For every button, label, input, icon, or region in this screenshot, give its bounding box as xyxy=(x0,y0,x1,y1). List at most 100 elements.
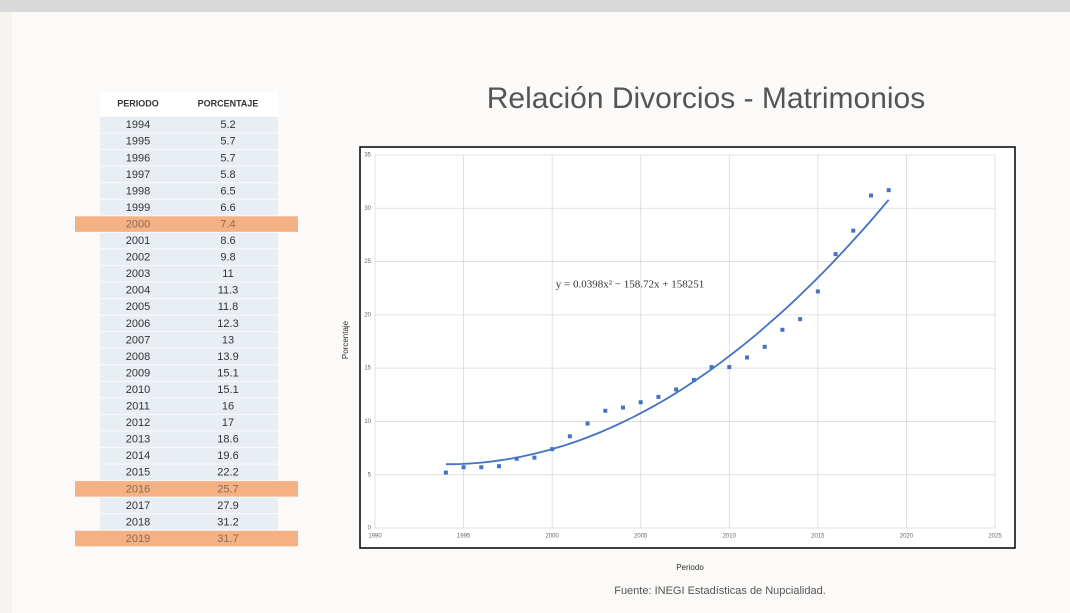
table-cell: 5.2 xyxy=(220,119,235,131)
table-cell: 2009 xyxy=(126,367,150,379)
table-row-bg xyxy=(100,299,278,315)
table-header: PERIODO xyxy=(117,98,159,108)
point xyxy=(833,252,838,257)
point xyxy=(567,434,572,439)
point xyxy=(638,400,643,405)
table-row-bg xyxy=(100,265,278,282)
table-row-bg xyxy=(100,166,278,183)
table-cell: 2007 xyxy=(126,334,150,346)
highlight-row xyxy=(75,530,298,547)
source: Fuente: INEGI Estadísticas de Nupcialida… xyxy=(614,585,826,597)
table-cell: 13 xyxy=(222,334,234,346)
table-cell: 2002 xyxy=(126,252,150,264)
table-cell: 1999 xyxy=(126,202,150,214)
table-cell: 7.4 xyxy=(220,218,235,230)
chart-frame xyxy=(359,146,1016,549)
point xyxy=(727,365,732,370)
table-row-bg xyxy=(100,199,278,216)
table-cell: 2016 xyxy=(126,483,150,495)
highlight-row xyxy=(75,481,298,497)
table-cell: 5.7 xyxy=(220,152,235,164)
point xyxy=(479,465,484,470)
table-cell: 9.8 xyxy=(220,252,235,264)
table-row-bg xyxy=(100,133,278,150)
table-row-bg xyxy=(100,315,278,332)
table-cell: 2000 xyxy=(126,218,150,230)
table-cell: 2003 xyxy=(126,268,150,280)
table-cell: 19.6 xyxy=(217,450,238,462)
table-cell: 8.6 xyxy=(220,235,235,247)
table-row-bg xyxy=(100,249,278,265)
table-cell: 2015 xyxy=(126,467,150,479)
table-row-bg xyxy=(100,365,278,381)
table-row-bg xyxy=(100,232,278,249)
table-cell: 18.6 xyxy=(217,434,238,446)
point xyxy=(869,193,873,198)
point xyxy=(674,387,679,392)
y-axis-label: Porcentaje xyxy=(341,320,350,359)
table-cell: 16 xyxy=(222,401,234,413)
x-tick-label: 2010 xyxy=(723,534,737,540)
point xyxy=(762,344,767,349)
point xyxy=(603,408,608,413)
table-row-bg xyxy=(100,332,278,348)
x-axis-label: Periodo xyxy=(676,563,704,572)
table-cell: 5.8 xyxy=(220,169,235,181)
y-tick-label: 25 xyxy=(364,259,371,265)
point xyxy=(621,405,625,410)
trendline xyxy=(445,199,890,466)
table-cell: 17 xyxy=(222,417,234,429)
point xyxy=(656,394,661,399)
table-cell: 15.1 xyxy=(217,384,238,396)
table-cell: 2019 xyxy=(126,533,150,545)
x-tick-label: 2025 xyxy=(988,534,1002,540)
point xyxy=(851,228,856,233)
x-tick-label: 2005 xyxy=(634,534,648,540)
table-row-bg xyxy=(100,431,278,447)
point xyxy=(497,464,501,469)
table-row-bg xyxy=(100,183,278,199)
point xyxy=(532,455,537,460)
table-cell: 1995 xyxy=(126,136,150,148)
table-cell: 2005 xyxy=(126,301,150,313)
table-header: PORCENTAJE xyxy=(198,98,259,108)
table-cell: 2010 xyxy=(126,384,150,396)
table-cell: 2011 xyxy=(126,401,150,413)
point xyxy=(745,355,749,360)
table-cell: 15.1 xyxy=(217,367,238,379)
table-cell: 1996 xyxy=(126,152,150,164)
point xyxy=(443,470,448,475)
highlight-row xyxy=(75,216,298,232)
table-row-bg xyxy=(100,282,278,299)
table-cell: 12.3 xyxy=(217,318,238,330)
table-cell: 2001 xyxy=(126,235,150,247)
table-cell: 2012 xyxy=(126,417,150,429)
table-cell: 25.7 xyxy=(217,483,238,495)
y-tick-label: 20 xyxy=(364,312,371,318)
y-tick-label: 15 xyxy=(364,366,371,372)
point xyxy=(709,365,714,370)
point xyxy=(461,465,466,470)
table-cell: 31.2 xyxy=(217,516,238,528)
table-row-bg xyxy=(100,497,278,514)
table-row-bg xyxy=(100,398,278,414)
x-tick-label: 1990 xyxy=(368,534,382,540)
table-cell: 11.8 xyxy=(218,301,239,313)
table-row-bg xyxy=(100,514,278,530)
y-tick-label: 0 xyxy=(368,526,372,532)
y-tick-label: 35 xyxy=(364,153,371,159)
point xyxy=(585,421,590,426)
trendline-equation: y = 0.0398x² − 158.72x + 158251 xyxy=(556,279,704,291)
point xyxy=(815,289,820,294)
table-cell: 6.6 xyxy=(220,202,235,214)
table-cell: 1998 xyxy=(126,185,150,197)
table-header-bg xyxy=(100,92,278,116)
table-cell: 22.2 xyxy=(217,467,238,479)
table-cell: 2017 xyxy=(126,500,150,512)
table-cell: 11.3 xyxy=(218,285,239,297)
x-tick-label: 2015 xyxy=(811,534,825,540)
y-tick-label: 10 xyxy=(364,419,371,425)
point xyxy=(550,447,555,452)
table-row-bg xyxy=(100,414,278,431)
table-row-bg xyxy=(100,348,278,365)
